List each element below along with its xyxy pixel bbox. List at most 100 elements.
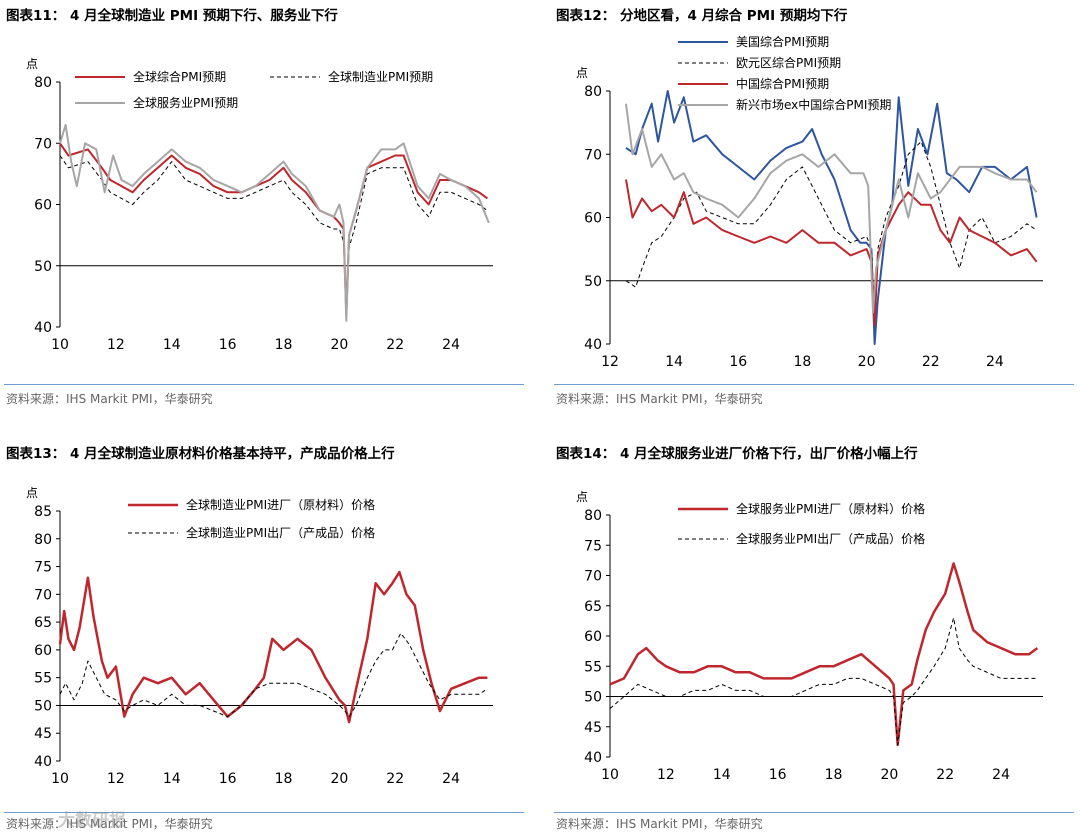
y-tick-label: 65 bbox=[584, 599, 602, 615]
series-line bbox=[625, 90, 1038, 345]
panel-chart-13: 图表13： 4 月全球制造业原材料价格基本持平，产成品价格上行 点 40 45 50 5… bbox=[0, 418, 530, 836]
x-tick-label: 14 bbox=[163, 337, 181, 353]
x-tick-label: 20 bbox=[858, 354, 876, 370]
y-tick-label: 65 bbox=[34, 615, 52, 631]
x-tick-label: 24 bbox=[442, 337, 460, 353]
legend-label: 全球服务业PMI出厂（产成品）价格 bbox=[736, 531, 925, 546]
x-tick-label: 16 bbox=[729, 354, 747, 370]
y-tick-label: 50 bbox=[34, 259, 52, 275]
y-tick-label: 50 bbox=[34, 698, 52, 714]
chart-13-svg: 点 40 45 50 55 60 65 70 75 80 85 10 12 14 16 18 20 22 24 全球制… bbox=[26, 486, 493, 787]
x-tick-label: 18 bbox=[275, 771, 293, 787]
source-note: 资料来源：IHS Markit PMI，华泰研究 bbox=[556, 817, 763, 831]
y-tick-label: 45 bbox=[34, 726, 52, 742]
chart-14-svg: 点 40 45 50 55 60 65 70 75 80 10 12 14 16 18 20 22 24 全球服务业… bbox=[576, 490, 1043, 783]
chart-title: 图表13： 4 月全球制造业原材料价格基本持平，产成品价格上行 bbox=[6, 446, 395, 462]
panel-chart-11: 图表11： 4 月全球制造业 PMI 预期下行、服务业下行 点 40 50 60 70 8… bbox=[0, 0, 530, 418]
source-divider bbox=[4, 384, 524, 385]
x-tick-label: 14 bbox=[713, 767, 731, 783]
series-line bbox=[58, 570, 488, 724]
x-tick-label: 22 bbox=[386, 771, 404, 787]
chart-title: 图表11： 4 月全球制造业 PMI 预期下行、服务业下行 bbox=[6, 8, 338, 24]
x-tick-label: 14 bbox=[163, 771, 181, 787]
panel-chart-14: 图表14： 4 月全球服务业进厂价格下行，出厂价格小幅上行 点 40 45 50 55 6… bbox=[550, 418, 1080, 836]
chart-title: 图表14： 4 月全球服务业进厂价格下行，出厂价格小幅上行 bbox=[556, 446, 918, 462]
x-tick-label: 12 bbox=[657, 767, 675, 783]
x-tick-label: 22 bbox=[922, 354, 940, 370]
x-tick-label: 12 bbox=[601, 354, 619, 370]
x-tick-label: 12 bbox=[107, 337, 125, 353]
legend-label: 全球综合PMI预期 bbox=[133, 69, 226, 84]
legend-label: 中国综合PMI预期 bbox=[736, 76, 829, 91]
y-tick-label: 45 bbox=[584, 720, 602, 736]
x-tick-label: 20 bbox=[330, 337, 348, 353]
y-tick-label: 60 bbox=[34, 643, 52, 659]
y-tick-label: 60 bbox=[34, 198, 52, 214]
x-tick-label: 10 bbox=[51, 771, 69, 787]
x-tick-label: 22 bbox=[936, 767, 954, 783]
x-tick-label: 24 bbox=[986, 354, 1004, 370]
y-axis-label: 点 bbox=[26, 57, 38, 71]
x-tick-label: 12 bbox=[107, 771, 125, 787]
series-line bbox=[59, 142, 488, 316]
legend-label: 新兴市场ex中国综合PMI预期 bbox=[736, 97, 891, 112]
y-tick-label: 50 bbox=[584, 274, 602, 290]
y-tick-label: 40 bbox=[584, 337, 602, 353]
chart-12-svg: 点 40 50 60 70 80 12 14 16 18 20 22 24 美国综合PMI预期欧元区综合P… bbox=[576, 34, 1043, 370]
y-tick-label: 60 bbox=[584, 211, 602, 227]
y-tick-label: 80 bbox=[584, 84, 602, 100]
source-divider bbox=[554, 812, 1074, 813]
x-tick-label: 16 bbox=[219, 771, 237, 787]
y-tick-label: 55 bbox=[584, 659, 602, 675]
source-note: 资料来源：IHS Markit PMI，华泰研究 bbox=[6, 392, 213, 406]
series-line bbox=[625, 141, 1037, 313]
y-tick-label: 75 bbox=[34, 560, 52, 576]
y-tick-label: 85 bbox=[34, 504, 52, 520]
x-tick-label: 24 bbox=[992, 767, 1010, 783]
x-tick-label: 22 bbox=[386, 337, 404, 353]
x-tick-label: 14 bbox=[665, 354, 683, 370]
legend-label: 全球制造业PMI出厂（产成品）价格 bbox=[186, 525, 375, 540]
series-line bbox=[625, 179, 1038, 326]
source-divider bbox=[554, 384, 1074, 385]
x-tick-label: 18 bbox=[275, 337, 293, 353]
series-line bbox=[59, 155, 488, 303]
x-tick-label: 18 bbox=[794, 354, 812, 370]
y-tick-label: 70 bbox=[584, 147, 602, 163]
legend-label: 全球制造业PMI进厂（原材料）价格 bbox=[186, 497, 375, 512]
legend-label: 全球服务业PMI进厂（原材料）价格 bbox=[736, 501, 925, 516]
series-line bbox=[59, 632, 488, 718]
source-divider bbox=[4, 812, 524, 813]
y-tick-label: 40 bbox=[584, 750, 602, 766]
y-tick-label: 50 bbox=[584, 690, 602, 706]
source-note: 资料来源：IHS Markit PMI，华泰研究 bbox=[6, 817, 213, 831]
y-tick-label: 80 bbox=[34, 75, 52, 91]
legend-label: 全球服务业PMI预期 bbox=[133, 95, 238, 110]
y-tick-label: 75 bbox=[584, 538, 602, 554]
x-tick-label: 10 bbox=[51, 337, 69, 353]
y-tick-label: 40 bbox=[34, 320, 52, 336]
series-line bbox=[625, 103, 1038, 314]
y-tick-label: 55 bbox=[34, 671, 52, 687]
x-tick-label: 16 bbox=[219, 337, 237, 353]
series-line bbox=[609, 617, 1038, 746]
y-tick-label: 80 bbox=[34, 532, 52, 548]
source-note: 资料来源：IHS Markit PMI，华泰研究 bbox=[556, 392, 763, 406]
x-tick-label: 18 bbox=[825, 767, 843, 783]
y-tick-label: 60 bbox=[584, 629, 602, 645]
y-axis-label: 点 bbox=[26, 486, 38, 500]
x-tick-label: 20 bbox=[880, 767, 898, 783]
panel-chart-12: 图表12： 分地区看，4 月综合 PMI 预期均下行 点 40 50 60 70 80 12… bbox=[550, 0, 1080, 418]
watermark: 大数研报 bbox=[58, 811, 126, 831]
y-tick-label: 80 bbox=[584, 508, 602, 524]
legend-label: 美国综合PMI预期 bbox=[736, 34, 829, 49]
series-line bbox=[609, 562, 1039, 747]
x-tick-label: 24 bbox=[442, 771, 460, 787]
chart-11-svg: 点 40 50 60 70 80 10 12 14 16 18 20 22 24 全球综合PMI预期 全球制造… bbox=[26, 57, 493, 353]
y-tick-label: 70 bbox=[34, 587, 52, 603]
y-tick-label: 40 bbox=[34, 754, 52, 770]
y-axis-label: 点 bbox=[576, 66, 588, 80]
x-tick-label: 20 bbox=[330, 771, 348, 787]
series-line bbox=[59, 123, 490, 322]
chart-title: 图表12： 分地区看，4 月综合 PMI 预期均下行 bbox=[556, 8, 848, 24]
